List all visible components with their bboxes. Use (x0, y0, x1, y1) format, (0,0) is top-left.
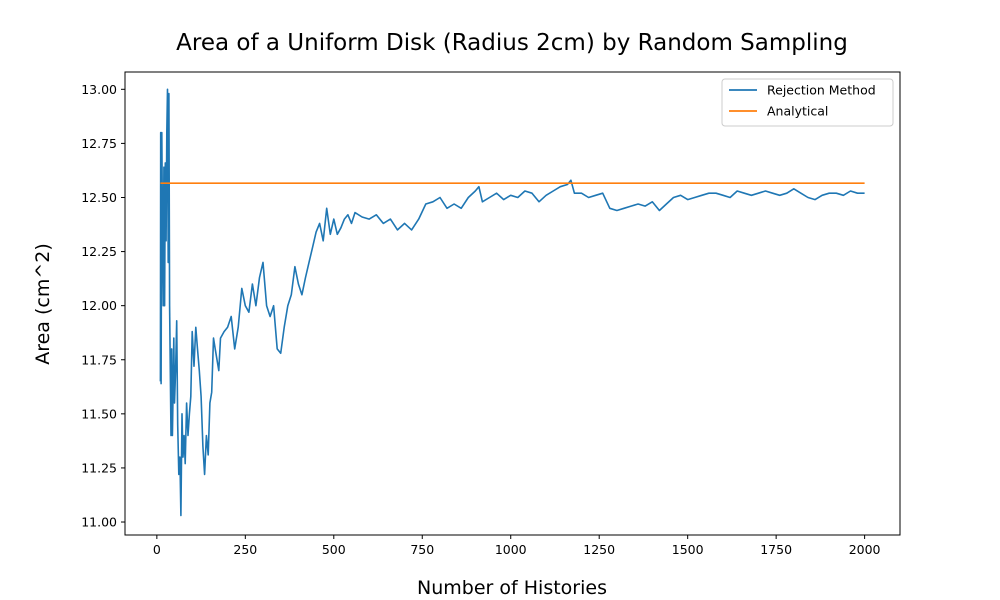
x-tick-label: 1250 (583, 542, 615, 557)
y-tick-label: 11.75 (81, 352, 117, 367)
y-axis-title: Area (cm^2) (32, 243, 54, 365)
y-tick-label: 13.00 (81, 82, 117, 97)
y-tick-label: 12.50 (81, 190, 117, 205)
y-tick-label: 12.25 (81, 244, 117, 259)
y-axis: 11.00 11.25 11.50 11.75 12.00 12.25 12.50 12.75… (81, 82, 125, 530)
x-tick-label: 1000 (495, 542, 527, 557)
legend-box (721, 78, 894, 127)
x-tick-label: 1500 (672, 542, 704, 557)
y-tick-label: 11.50 (81, 406, 117, 421)
legend: Rejection Method Analytical (721, 78, 894, 127)
x-tick-label: 0 (153, 542, 161, 557)
legend-label-2: Analytical (767, 104, 828, 119)
x-axis: 0 250 500 750 1000 1250 1500 1750 2000 (153, 535, 881, 557)
chart-title: Area of a Uniform Disk (Radius 2cm) by R… (176, 30, 848, 56)
series-line-1 (159, 88, 865, 517)
legend-label-1: Rejection Method (767, 83, 876, 98)
plot-area (124, 71, 901, 536)
x-tick-label: 1750 (760, 542, 792, 557)
x-tick-label: 500 (322, 542, 346, 557)
y-tick-label: 12.75 (81, 136, 117, 151)
y-tick-label: 12.00 (81, 298, 117, 313)
y-tick-label: 11.25 (81, 460, 117, 475)
x-axis-title: Number of Histories (417, 577, 607, 599)
x-tick-label: 750 (410, 542, 434, 557)
x-tick-label: 2000 (849, 542, 881, 557)
x-tick-label: 250 (233, 542, 257, 557)
plot-frame (124, 71, 901, 536)
y-tick-label: 11.00 (81, 515, 117, 530)
